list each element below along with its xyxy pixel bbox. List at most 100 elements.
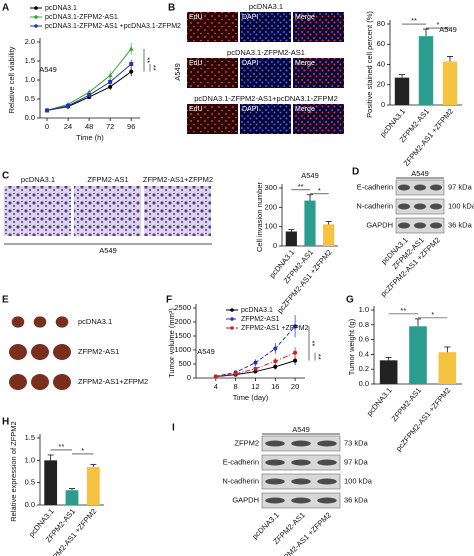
x-axis-label: Time (day) bbox=[233, 393, 269, 402]
y-tick-label: 40 bbox=[377, 59, 385, 68]
micrograph bbox=[240, 58, 291, 88]
micrograph bbox=[187, 104, 238, 134]
x-tick-label: 20 bbox=[291, 382, 299, 391]
marker bbox=[66, 103, 71, 108]
image-header: ZFPM2-AS1 bbox=[87, 175, 128, 184]
marker bbox=[273, 359, 278, 364]
significance-label: ** bbox=[314, 354, 323, 360]
y-tick-label: 0.8 bbox=[359, 320, 369, 329]
marker bbox=[129, 62, 134, 67]
marker bbox=[293, 350, 298, 355]
legend-label: ZFPM2-AS1 +ZFPM2 bbox=[241, 325, 309, 332]
protein-label: E-cadherin bbox=[223, 457, 259, 466]
marker bbox=[108, 79, 113, 84]
bar bbox=[442, 61, 458, 105]
panel-letter: G bbox=[346, 295, 354, 306]
channel-label: EdU bbox=[189, 14, 203, 21]
tumor bbox=[53, 374, 71, 390]
tumor bbox=[31, 344, 49, 360]
y-tick-label: 0.0 bbox=[25, 113, 35, 122]
marker bbox=[45, 108, 50, 113]
bar bbox=[44, 460, 58, 505]
significance-label: ** bbox=[298, 182, 304, 191]
x-tick-label: 96 bbox=[127, 122, 135, 131]
bar bbox=[418, 36, 434, 105]
y-tick-label: 0.0 bbox=[25, 500, 35, 509]
blot-band bbox=[291, 497, 311, 504]
legend-marker bbox=[34, 6, 38, 10]
panel-letter: I bbox=[172, 423, 175, 434]
significance-label: ** bbox=[149, 65, 158, 71]
significance-label: ** bbox=[411, 16, 417, 25]
micrograph bbox=[144, 186, 211, 236]
blot-band bbox=[265, 440, 285, 447]
panel-letter: H bbox=[2, 417, 9, 428]
x-tick-label: 8 bbox=[234, 382, 238, 391]
marker bbox=[213, 374, 218, 379]
y-tick-label: 1.5 bbox=[25, 433, 35, 442]
y-axis-label: Tumor volume (mm³) bbox=[167, 308, 176, 378]
annotation: A549 bbox=[301, 171, 319, 180]
marker bbox=[273, 346, 278, 351]
protein-label: N-cadherin bbox=[222, 476, 259, 485]
row-header: pcDNA3.1-ZFPM2-AS1+pcDNA3.1-ZFPM2 bbox=[194, 94, 338, 103]
bar bbox=[304, 200, 316, 246]
y-tick-label: 60 bbox=[377, 39, 385, 48]
legend-label: pcDNA3.1 bbox=[45, 5, 77, 12]
y-tick-label: 1000 bbox=[174, 345, 191, 354]
blot-band bbox=[414, 203, 426, 210]
y-tick-label: 1.0 bbox=[25, 75, 35, 84]
size-label: 73 kDa bbox=[344, 438, 369, 447]
protein-label: GAPDH bbox=[366, 220, 393, 229]
legend-marker bbox=[34, 15, 38, 19]
marker bbox=[273, 364, 278, 369]
blot-band bbox=[317, 478, 337, 485]
size-label: 97 kDa bbox=[448, 182, 473, 191]
significance-label: ** bbox=[58, 442, 64, 451]
row-header: pcDNA3.1-ZFPM2-AS1 bbox=[227, 48, 305, 57]
group-label: ZFPM2-AS1+ZFPM2 bbox=[78, 377, 148, 386]
y-tick-label: 0 bbox=[187, 373, 191, 382]
tumor bbox=[9, 344, 27, 360]
series-line bbox=[46, 63, 132, 111]
marker bbox=[128, 46, 134, 51]
y-tick-label: 2.0 bbox=[25, 37, 35, 46]
y-tick-label: 2500 bbox=[174, 303, 191, 312]
y-tick-label: 0.0 bbox=[359, 379, 369, 388]
significance-label: ** bbox=[400, 306, 406, 315]
y-tick-label: 0.6 bbox=[359, 335, 369, 344]
y-tick-label: 1.0 bbox=[25, 455, 35, 464]
x-tick-label: 16 bbox=[271, 382, 279, 391]
y-tick-label: 2000 bbox=[174, 317, 191, 326]
micrograph bbox=[293, 12, 344, 42]
y-tick-label: 100 bbox=[264, 222, 277, 231]
bar bbox=[323, 224, 335, 246]
micrograph bbox=[4, 186, 71, 236]
channel-label: Merge bbox=[295, 14, 315, 21]
marker bbox=[253, 369, 258, 374]
blot-band bbox=[430, 222, 442, 229]
blot-band bbox=[317, 459, 337, 466]
micrograph bbox=[74, 186, 141, 236]
blot-band bbox=[291, 478, 311, 485]
legend-marker bbox=[230, 308, 234, 312]
marker bbox=[87, 93, 92, 98]
y-tick-label: 300 bbox=[264, 183, 277, 192]
group-label: pcDNA3.1 bbox=[78, 317, 112, 326]
panel-letter: E bbox=[2, 295, 9, 306]
size-label: 100 kDa bbox=[344, 476, 373, 485]
size-label: 100 kDa bbox=[448, 201, 474, 210]
channel-label: DAPI bbox=[242, 60, 258, 67]
y-tick-label: 0.5 bbox=[25, 94, 35, 103]
marker bbox=[253, 366, 258, 371]
image-header: pcDNA3.1 bbox=[21, 175, 55, 184]
blot-band bbox=[265, 478, 285, 485]
x-tick-label: 4 bbox=[214, 382, 218, 391]
image-header: ZFPM2-AS1+ZFPM2 bbox=[143, 175, 213, 184]
bar bbox=[65, 490, 79, 505]
annotation: A549 bbox=[197, 347, 215, 356]
marker bbox=[253, 360, 258, 365]
channel-label: EdU bbox=[189, 106, 203, 113]
blot-band bbox=[317, 440, 337, 447]
y-tick-label: 1500 bbox=[174, 331, 191, 340]
